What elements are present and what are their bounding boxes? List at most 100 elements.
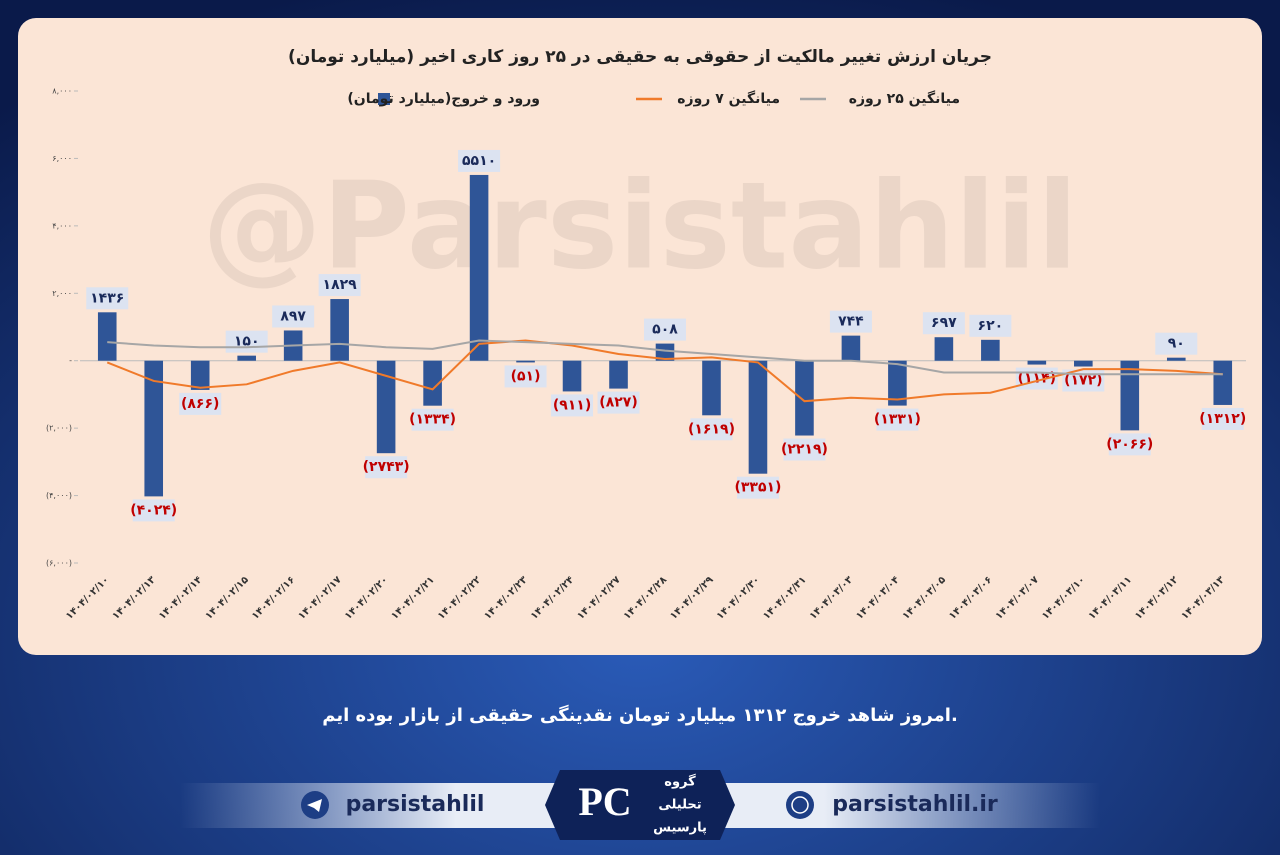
value-label-box: [86, 287, 129, 310]
value-label: (۴۰۲۴): [130, 502, 177, 518]
bar: [1074, 360, 1093, 367]
value-label-box: [365, 456, 408, 479]
bar: [190, 360, 210, 390]
y-tick-label: (۴,۰۰۰): [46, 491, 72, 500]
value-label: (۱۳۳۱): [874, 412, 921, 428]
web-icon: [786, 791, 814, 819]
bar: [748, 360, 768, 474]
y-tick-label: ۲,۰۰۰: [52, 289, 72, 298]
value-label-box: [272, 305, 315, 328]
value-label: ۱۴۳۶: [90, 290, 124, 306]
bar: [981, 339, 1000, 361]
bar: [841, 335, 861, 361]
y-tick-label: ۴,۰۰۰: [52, 221, 72, 230]
value-label-box: [1155, 332, 1198, 355]
chart-panel: [18, 18, 1262, 655]
value-label: ۷۴۴: [838, 314, 864, 330]
value-label-box: [318, 274, 361, 297]
value-label: ۶۹۷: [931, 315, 957, 331]
value-label: (۲۷۴۳): [363, 459, 410, 475]
value-label-box: [411, 408, 454, 431]
logo-mark: PC: [578, 779, 631, 824]
value-label-box: [1108, 433, 1151, 456]
y-tick-label: -: [69, 356, 72, 365]
bar: [330, 299, 349, 361]
bar: [562, 360, 582, 392]
plot: ۸,۰۰۰ ۶,۰۰۰ ۴,۰۰۰ ۲,۰۰۰ - (۲,۰۰۰) (۴,۰۰۰) (۶,۰۰…: [46, 87, 1246, 622]
website[interactable]: parsistahlil.ir: [832, 792, 998, 817]
bar: [423, 360, 442, 406]
value-label: ۸۹۷: [280, 308, 306, 324]
value-label-box: [132, 499, 175, 522]
bar: [655, 343, 675, 361]
value-label-box: [922, 312, 965, 335]
value-label: (۸۲۷): [599, 395, 637, 411]
value-label-box: [551, 394, 594, 417]
y-tick-label: ۶,۰۰۰: [52, 154, 72, 163]
value-label-box: [1201, 407, 1244, 430]
value-label: ۹۰: [1168, 336, 1185, 352]
bar: [1213, 360, 1233, 405]
value-label: (۵۱): [511, 368, 541, 384]
web-glyph: [791, 796, 809, 814]
bar: [795, 360, 814, 436]
logo-badge: [545, 770, 735, 840]
value-label: (۹۱۱): [553, 397, 591, 413]
logo-text: گروه: [664, 774, 696, 790]
value-label: (۲۲۱۹): [781, 442, 828, 458]
value-label-box: [179, 392, 222, 415]
value-label-box: [458, 149, 501, 172]
caption: امروز شاهد خروج ۱۳۱۲ میلیارد تومان نقدین…: [322, 704, 958, 726]
value-label-box: [876, 408, 919, 431]
bar: [702, 360, 721, 416]
value-label: ۵۰۸: [652, 322, 678, 338]
value-label: ۵۵۱۰: [462, 153, 496, 169]
average-line: [106, 339, 1223, 403]
legend-label: میانگین ۷ روزه: [677, 90, 780, 107]
value-label: ۱۵۰: [234, 334, 260, 350]
value-label: (۱۶۱۹): [688, 421, 735, 437]
watermark: @Parsistahlil: [202, 158, 1078, 297]
y-tick-label: ۸,۰۰۰: [52, 87, 72, 96]
bar: [144, 360, 164, 497]
value-label: ۶۲۰: [978, 318, 1004, 334]
bar: [1027, 360, 1047, 365]
value-label: ۱۸۲۹: [323, 277, 358, 293]
average-line: [107, 339, 1223, 376]
bar: [376, 360, 396, 454]
value-label: (۱۷۲): [1064, 373, 1102, 389]
y-tick-label: (۶,۰۰۰): [46, 559, 72, 568]
value-label-box: [969, 314, 1012, 337]
bar: [469, 174, 489, 361]
value-label: (۸۶۶): [181, 396, 219, 412]
y-tick-label: (۲,۰۰۰): [46, 424, 72, 433]
telegram-glyph: [307, 799, 322, 812]
bar: [1166, 357, 1186, 361]
value-label-box: [597, 391, 640, 414]
telegram-handle[interactable]: parsistahlil: [346, 792, 485, 817]
value-label-box: [644, 318, 686, 341]
value-label: (۲۰۶۶): [1106, 436, 1153, 452]
legend-label: ورود و خروج(میلیارد تومان): [347, 91, 540, 107]
legend-label: میانگین ۲۵ روزه: [849, 90, 960, 107]
bar: [1120, 360, 1140, 431]
chart-title: جریان ارزش تغییر مالکیت از حقوقی به حقیق…: [288, 47, 992, 67]
value-label: (۱۳۱۲): [1199, 411, 1246, 427]
value-label-box: [690, 418, 733, 441]
value-label: (۱۳۳۴): [409, 412, 456, 428]
bar: [97, 312, 117, 361]
bar: [516, 360, 535, 363]
logo-text: تحلیلی: [658, 798, 701, 813]
logo-text: پارسیس: [653, 821, 707, 836]
bar: [609, 360, 628, 389]
value-label-box: [829, 310, 872, 333]
bar: [888, 360, 907, 406]
value-label-box: [736, 476, 779, 499]
bar: [237, 355, 256, 361]
legend-swatch: [378, 93, 390, 105]
value-label-box: [504, 365, 547, 388]
bar: [934, 337, 954, 361]
value-label-box: [783, 438, 826, 461]
value-label: (۳۳۵۱): [734, 480, 781, 496]
